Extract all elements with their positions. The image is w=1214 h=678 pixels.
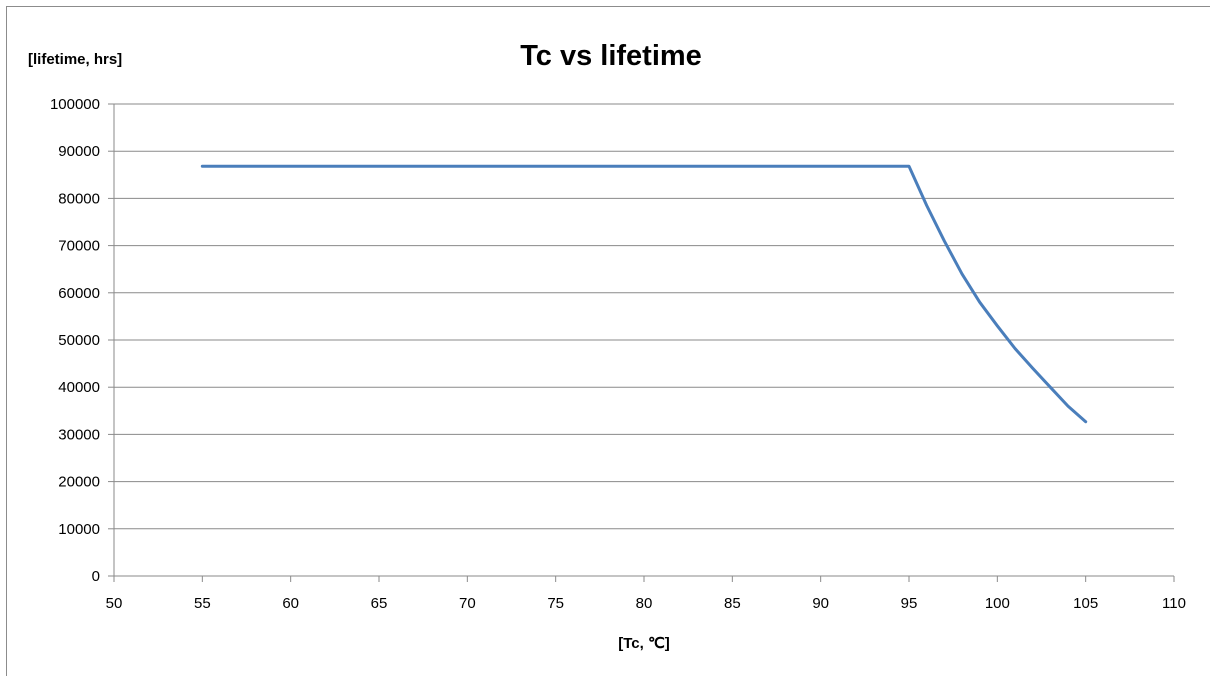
x-tick-label: 50 xyxy=(106,595,123,612)
y-tick-label: 40000 xyxy=(58,379,100,396)
chart-frame xyxy=(6,6,1210,676)
series-layer xyxy=(200,164,1088,424)
tick-labels: 0 10000 20000 30000 40000 50000 60000 70000 8000… xyxy=(50,96,1186,612)
y-tick-label: 60000 xyxy=(58,285,100,302)
y-tick-label: 70000 xyxy=(58,238,100,255)
x-tick-label: 55 xyxy=(194,595,211,612)
y-tick-label: 20000 xyxy=(58,474,100,491)
chart-title: Tc vs lifetime xyxy=(520,40,702,72)
x-tick-label: 75 xyxy=(547,595,564,612)
y-tick-label: 50000 xyxy=(58,332,100,349)
y-axis-label: [lifetime, hrs] xyxy=(28,51,122,68)
x-tick-label: 60 xyxy=(282,595,299,612)
y-tick-label: 10000 xyxy=(58,521,100,538)
series-line xyxy=(200,164,1088,424)
x-tick-label: 100 xyxy=(985,595,1010,612)
y-tick-label: 100000 xyxy=(50,96,100,113)
axes xyxy=(108,103,1175,582)
y-tick-label: 30000 xyxy=(58,426,100,443)
x-tick-label: 70 xyxy=(459,595,476,612)
gridlines xyxy=(114,103,1174,530)
x-tick-label: 65 xyxy=(371,595,388,612)
y-tick-label: 90000 xyxy=(58,143,100,160)
x-tick-label: 85 xyxy=(724,595,741,612)
x-tick-label: 90 xyxy=(812,595,829,612)
x-tick-label: 105 xyxy=(1073,595,1098,612)
y-tick-label: 80000 xyxy=(58,190,100,207)
y-tick-label: 0 xyxy=(92,568,100,585)
x-axis-label: [Tc, ℃] xyxy=(618,635,670,652)
x-tick-label: 95 xyxy=(901,595,918,612)
x-tick-label: 80 xyxy=(636,595,653,612)
x-tick-label: 110 xyxy=(1162,595,1186,612)
